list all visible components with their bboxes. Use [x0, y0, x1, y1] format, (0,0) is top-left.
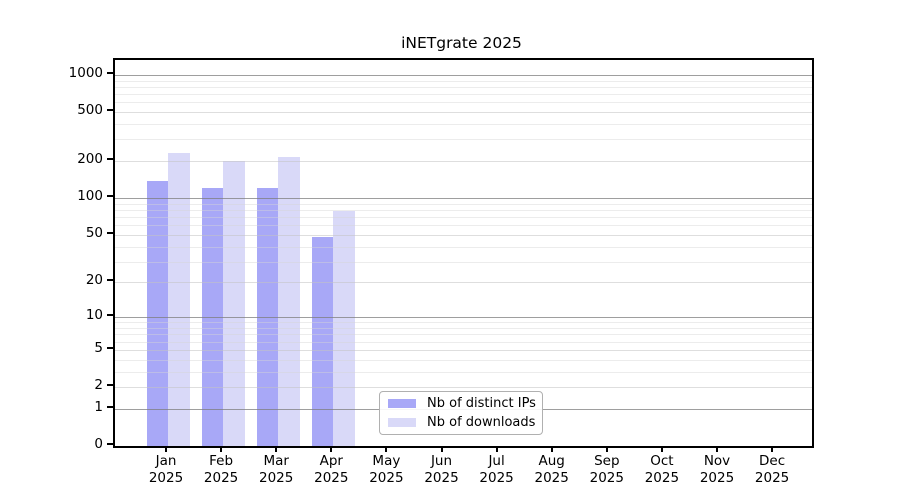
y-axis-label-500: 500 [77, 102, 103, 118]
y-axis-label-20: 20 [85, 272, 103, 289]
x-axis-tick [440, 446, 443, 452]
y-axis-tick [107, 195, 114, 198]
x-axis-tick [495, 446, 498, 452]
bar-downloads-feb [223, 161, 245, 446]
y-axis-tick [107, 158, 114, 161]
x-axis-label-may: May 2025 [369, 453, 404, 486]
bar-distinct-ips-feb [201, 188, 224, 446]
legend-label-downloads: Nb of downloads [427, 415, 536, 430]
y-axis-tick [107, 314, 114, 317]
bar-distinct-ips-jan [146, 181, 168, 446]
y-axis-tick [107, 71, 114, 74]
gridline-y-500 [115, 112, 812, 113]
x-axis-label-mar: Mar 2025 [259, 453, 294, 486]
x-axis-tick [220, 446, 223, 452]
bar-distinct-ips-apr [311, 236, 334, 446]
gridline-minor [115, 102, 812, 104]
x-axis-tick [165, 446, 167, 452]
y-axis-label-10: 10 [85, 307, 103, 324]
x-axis-tick [275, 446, 278, 452]
gridline-minor [115, 80, 812, 82]
y-axis-tick [107, 384, 114, 386]
x-axis-tick [385, 446, 388, 452]
bar-downloads-mar [278, 156, 300, 446]
y-axis-label-1000: 1000 [68, 64, 103, 81]
y-axis-label-5: 5 [94, 339, 103, 356]
gridline-minor [115, 124, 812, 125]
y-axis-tick [107, 279, 114, 282]
bar-downloads-jan [168, 152, 190, 446]
x-axis-label-nov: Nov 2025 [699, 453, 735, 486]
plot-area: Nb of distinct IPs Nb of downloads [113, 58, 814, 448]
gridline-minor [115, 94, 812, 95]
x-axis-label-sep: Sep 2025 [589, 453, 624, 486]
gridline-minor [115, 86, 812, 88]
y-axis-tick [107, 443, 114, 445]
gridline-y-200 [115, 161, 812, 163]
x-axis-label-jul: Jul 2025 [479, 453, 514, 486]
y-axis-label-200: 200 [77, 151, 103, 168]
legend-swatch-downloads [388, 418, 416, 427]
legend-swatch-distinct-ips [388, 399, 416, 408]
y-axis-tick [107, 405, 114, 408]
x-axis-label-feb: Feb 2025 [203, 453, 239, 486]
gridline-y-1000 [115, 74, 812, 76]
x-axis-label-aug: Aug 2025 [534, 453, 569, 486]
x-axis-label-oct: Oct 2025 [644, 453, 680, 486]
x-axis-tick [660, 446, 663, 452]
x-axis-label-jun: Jun 2025 [424, 453, 459, 486]
y-axis-label-1: 1 [94, 398, 103, 415]
x-axis-tick [716, 446, 718, 452]
x-axis-label-jan: Jan 2025 [148, 453, 184, 486]
gridline-minor [115, 139, 812, 141]
legend-item-downloads: Nb of downloads [380, 415, 542, 430]
x-axis-label-dec: Dec 2025 [754, 453, 790, 486]
y-axis-label-50: 50 [85, 224, 103, 241]
x-axis-tick [771, 446, 774, 452]
x-axis-tick [330, 446, 333, 452]
y-axis-label-2: 2 [94, 377, 103, 393]
legend-label-distinct-ips: Nb of distinct IPs [427, 396, 536, 411]
y-axis-tick [107, 346, 114, 349]
chart-title: iNETgrate 2025 [401, 34, 522, 52]
y-axis-tick [107, 231, 114, 234]
y-axis-label-0: 0 [94, 436, 103, 452]
y-axis-label-100: 100 [77, 188, 103, 205]
x-axis-tick [605, 446, 608, 452]
x-axis-label-apr: Apr 2025 [314, 453, 349, 486]
legend: Nb of distinct IPs Nb of downloads [379, 391, 543, 435]
bar-distinct-ips-mar [256, 188, 279, 446]
bar-downloads-apr [333, 211, 355, 446]
legend-item-distinct-ips: Nb of distinct IPs [380, 396, 542, 411]
y-axis-tick [107, 109, 114, 111]
x-axis-tick [550, 446, 553, 452]
